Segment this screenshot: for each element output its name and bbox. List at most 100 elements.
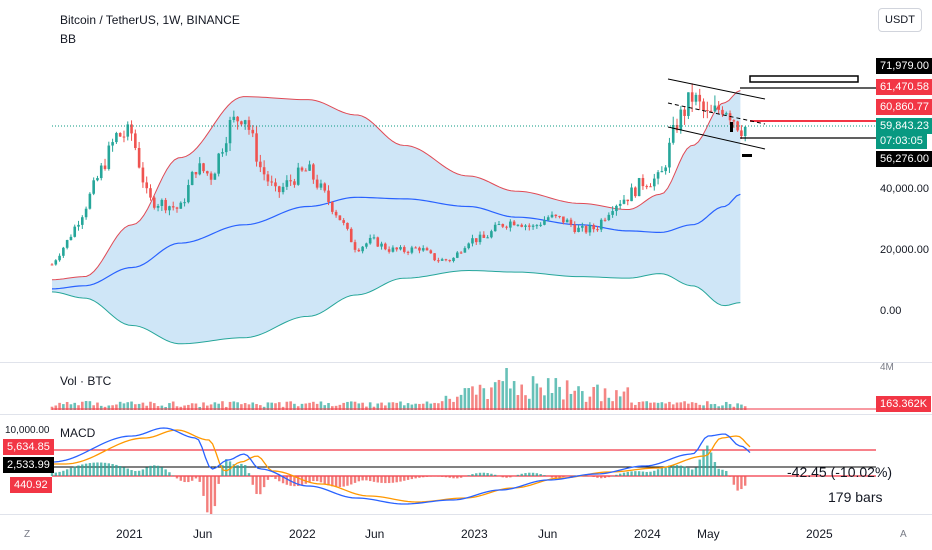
candle-body: [213, 173, 217, 180]
volume-bar: [402, 405, 406, 410]
candle-body: [236, 116, 239, 122]
volume-label[interactable]: Vol · BTC: [60, 374, 112, 388]
volume-bar: [126, 402, 130, 410]
macd-histogram-bar: [198, 476, 201, 482]
macd-histogram-bar: [725, 470, 728, 476]
volume-bar: [399, 401, 402, 410]
macd-chart-svg[interactable]: [0, 414, 932, 520]
macd-histogram-bar: [122, 467, 126, 476]
time-axis[interactable]: Z A 2021 Jun 2022 Jun 2023 Jun 2024 May …: [0, 514, 932, 550]
volume-bar: [228, 401, 232, 410]
candle-body: [251, 129, 255, 134]
macd-histogram-bar: [471, 474, 474, 476]
volume-bar: [490, 387, 493, 410]
candle-body: [327, 190, 330, 203]
volume-bar: [217, 403, 220, 410]
macd-histogram-bar: [687, 467, 690, 476]
candle-body: [622, 199, 626, 204]
volume-bar: [319, 401, 323, 410]
price-tag-low: 56,276.00: [876, 151, 932, 167]
price-chart-svg[interactable]: 0.00 20,000.00 40,000.00: [0, 0, 932, 362]
candle-body: [168, 206, 171, 211]
volume-bar: [50, 406, 54, 410]
macd-histogram-bar: [740, 476, 743, 490]
volume-chart-svg[interactable]: [0, 362, 932, 414]
auto-scale-button[interactable]: A: [900, 529, 907, 540]
volume-bar: [634, 404, 637, 410]
currency-button[interactable]: USDT: [878, 8, 922, 32]
volume-bar: [323, 405, 327, 410]
macd-histogram-bar: [331, 476, 334, 487]
volume-bar: [501, 381, 505, 410]
candle-body: [524, 225, 527, 227]
macd-histogram-bar: [141, 469, 145, 476]
bb-upper-line: [51, 90, 741, 281]
candle-body: [732, 120, 736, 122]
volume-bar: [251, 402, 255, 410]
volume-bar: [433, 402, 436, 410]
macd-histogram-bar: [368, 476, 372, 482]
candle-body: [338, 215, 342, 221]
macd-histogram-bar: [573, 475, 576, 476]
macd-histogram-bar: [656, 469, 660, 476]
volume-bar: [728, 404, 732, 410]
time-label: 2022: [289, 527, 316, 541]
volume-panel[interactable]: Vol · BTC 4M 163.362K: [0, 362, 932, 414]
candle-body: [452, 257, 455, 262]
pane-separator[interactable]: [0, 414, 932, 415]
macd-histogram-bar: [459, 476, 463, 478]
candle-body: [312, 164, 315, 180]
macd-label[interactable]: MACD: [60, 426, 96, 440]
low-marker: [742, 154, 752, 157]
pane-separator[interactable]: [0, 514, 932, 515]
volume-bar: [141, 402, 145, 410]
volume-bar: [84, 401, 88, 410]
volume-bar: [361, 402, 364, 410]
candle-body: [228, 119, 232, 144]
volume-bar: [584, 401, 588, 410]
macd-signal-line: [52, 429, 751, 503]
candle-body: [209, 173, 213, 180]
candle-body: [421, 248, 425, 251]
candle-body: [509, 221, 512, 228]
volume-bar: [179, 406, 183, 410]
macd-histogram-bar: [312, 476, 315, 482]
price-panel[interactable]: 0.00 20,000.00 40,000.00 Bitcoin / TetherU…: [0, 0, 932, 362]
macd-histogram-bar: [664, 466, 667, 476]
macd-histogram-bar: [653, 470, 656, 476]
macd-histogram-bar: [429, 476, 432, 477]
volume-bar: [149, 401, 152, 410]
pane-separator[interactable]: [0, 362, 932, 363]
candle-body: [687, 92, 690, 116]
candle-body: [649, 186, 652, 188]
volume-bar: [277, 402, 281, 410]
volume-bar: [694, 402, 698, 410]
macd-histogram-bar: [376, 476, 379, 483]
volume-bar: [448, 398, 452, 410]
candle-body: [334, 211, 338, 216]
macd-panel[interactable]: MACD 10,000.00 5,634.85 2,533.99 440.92 …: [0, 414, 932, 520]
candle-body: [603, 219, 607, 221]
macd-histogram-bar: [96, 462, 99, 476]
macd-histogram-bar: [304, 476, 307, 484]
volume-bar: [372, 406, 376, 410]
volume-bar: [649, 402, 652, 410]
indicator-label[interactable]: BB: [60, 32, 77, 46]
macd-histogram-bar: [342, 476, 345, 487]
volume-bar: [145, 405, 148, 410]
volume-bar: [353, 401, 357, 410]
timezone-button[interactable]: Z: [24, 529, 31, 540]
time-label: Jun: [193, 527, 213, 541]
volume-bar: [664, 403, 667, 410]
volume-bar: [243, 403, 247, 410]
candle-body: [418, 247, 421, 251]
macd-histogram-bar: [365, 476, 368, 481]
macd-histogram-bar: [338, 476, 342, 487]
macd-histogram-bar: [384, 476, 387, 484]
candle-body: [724, 113, 728, 115]
candle-body: [550, 214, 554, 218]
candle-body: [554, 214, 558, 217]
macd-histogram-bar: [190, 476, 194, 481]
macd-histogram-bar: [706, 445, 709, 476]
volume-bar: [380, 402, 383, 410]
